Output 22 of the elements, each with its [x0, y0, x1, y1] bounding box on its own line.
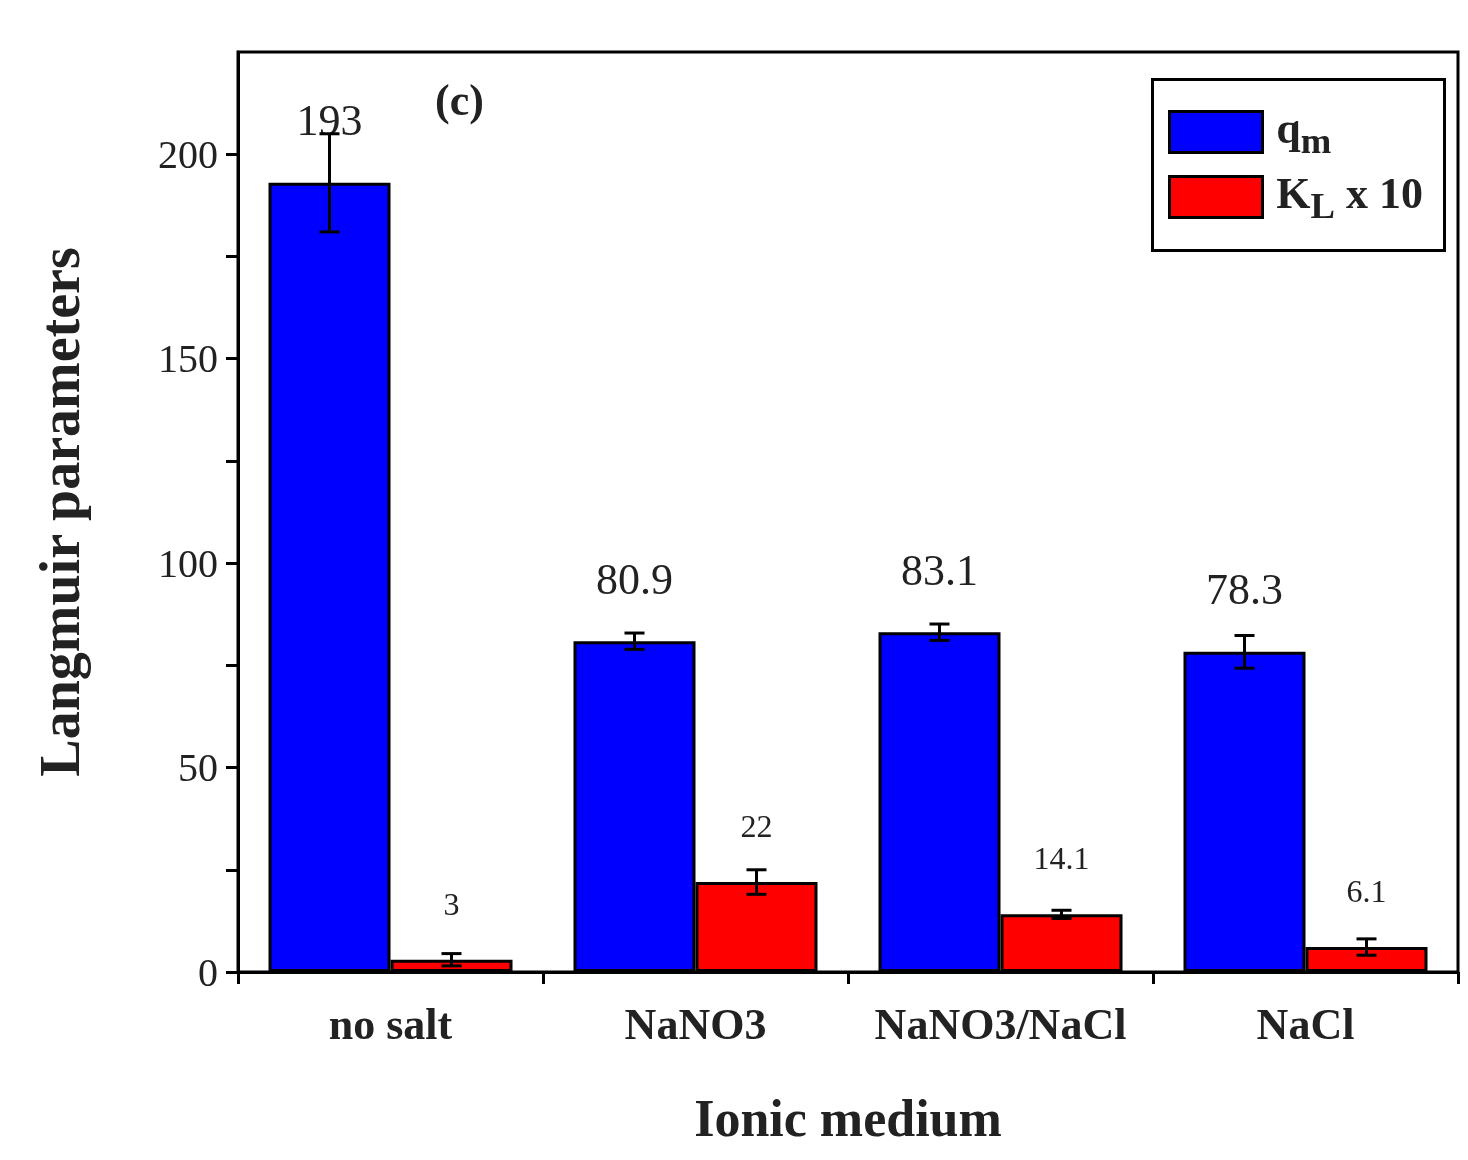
- x-tick-label: NaNO3: [624, 999, 767, 1049]
- data-label: 14.1: [1033, 840, 1090, 877]
- x-tick-label: no salt: [328, 999, 453, 1049]
- data-label: 193: [296, 96, 363, 146]
- data-label: 83.1: [901, 545, 978, 595]
- y-axis-title: Langmuir parameters: [29, 247, 91, 777]
- y-tick-label: 50: [178, 745, 218, 791]
- y-tick-label: 100: [158, 540, 218, 586]
- data-label: 80.9: [596, 554, 673, 604]
- y-tick-label: 0: [198, 949, 218, 995]
- data-label: 22: [740, 808, 773, 845]
- legend-label: q$_{m}$: [1276, 103, 1332, 162]
- x-tick-label: NaNO3/NaCl: [874, 999, 1127, 1049]
- y-tick-label: 150: [158, 336, 218, 382]
- y-tick-label: 200: [158, 131, 218, 177]
- x-axis-title: Ionic medium: [694, 1089, 1002, 1147]
- legend-label: K$_{L}$ x 10: [1276, 167, 1423, 227]
- data-label: 6.1: [1346, 873, 1387, 910]
- data-label: 78.3: [1206, 565, 1283, 615]
- annotation: (c): [435, 75, 484, 125]
- x-tick-label: NaCl: [1256, 999, 1355, 1049]
- data-label: 3: [443, 885, 460, 922]
